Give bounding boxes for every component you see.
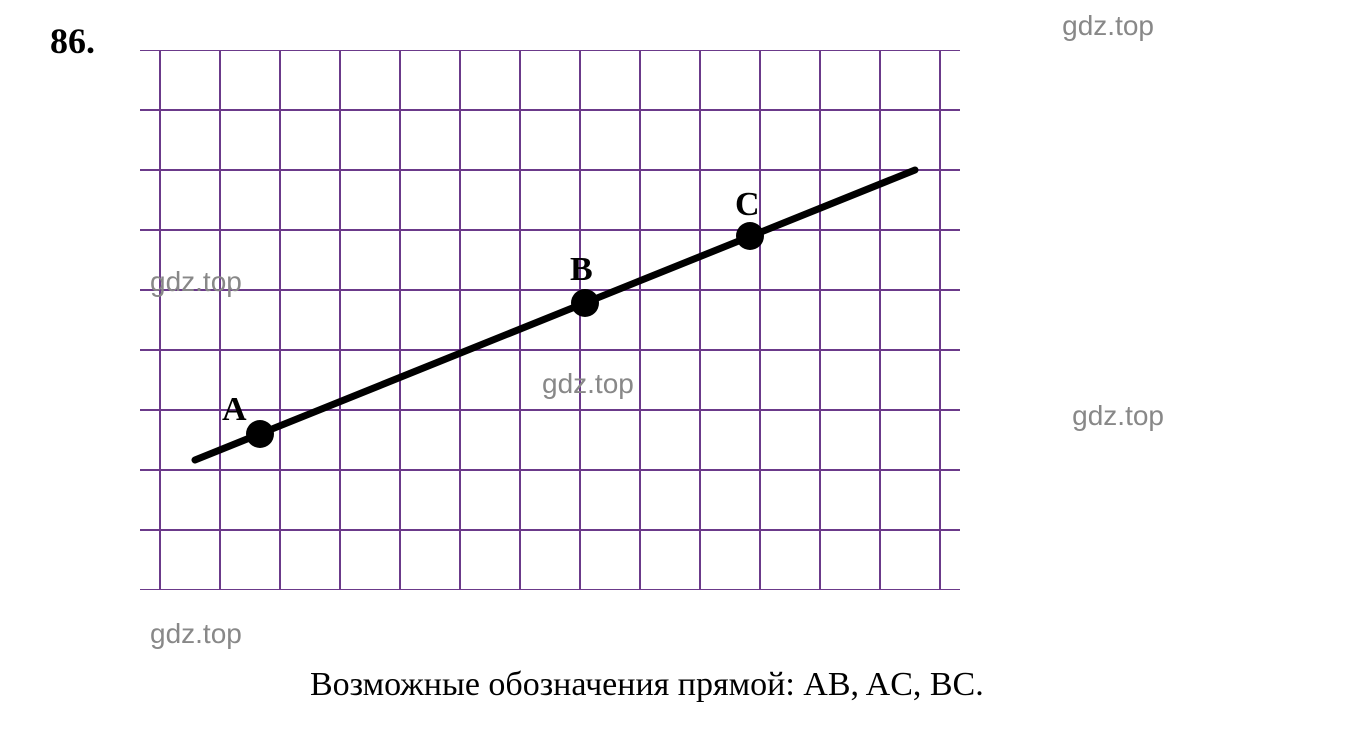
point-b (571, 289, 599, 317)
point-label-a: A (222, 391, 247, 428)
task-number: 86. (50, 20, 95, 62)
point-a (246, 420, 274, 448)
point-label-c: C (735, 186, 760, 223)
line-abc (195, 170, 915, 460)
geometry-diagram: A B C (140, 50, 960, 590)
points: A B C (222, 186, 764, 448)
diagram-svg: A B C (140, 50, 960, 590)
point-label-b: B (570, 251, 593, 288)
point-c (736, 222, 764, 250)
watermark-topright: gdz.top (1062, 10, 1154, 42)
answer-text: Возможные обозначения прямой: AB, AC, BC… (310, 666, 984, 704)
watermark-bottom: gdz.top (150, 618, 242, 650)
watermark-right: gdz.top (1072, 400, 1164, 432)
